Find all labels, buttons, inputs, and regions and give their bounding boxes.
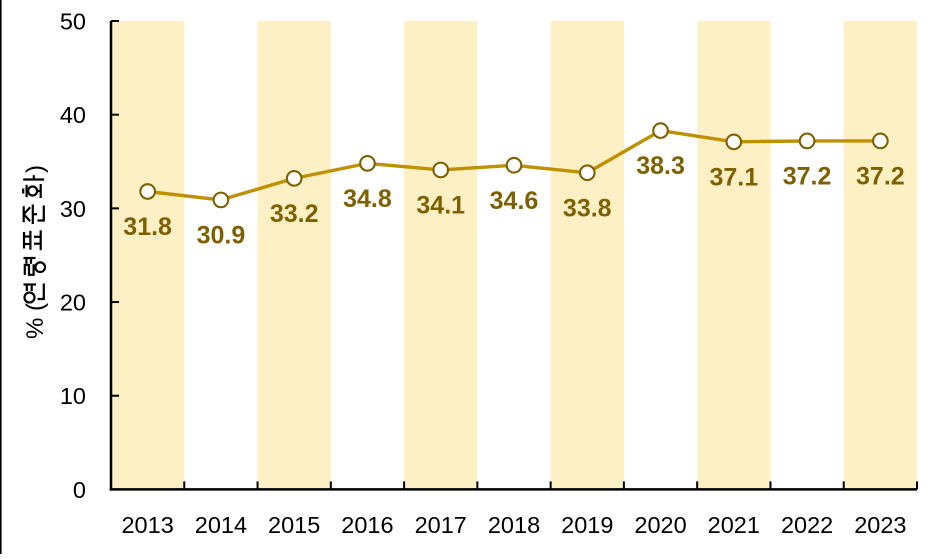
svg-text:37.1: 37.1 <box>709 163 758 191</box>
svg-text:38.3: 38.3 <box>636 152 685 180</box>
svg-text:): ) <box>22 165 49 173</box>
svg-text:34.8: 34.8 <box>343 185 392 213</box>
svg-text:34.6: 34.6 <box>490 187 539 215</box>
svg-text:10: 10 <box>60 383 86 409</box>
svg-text:31.8: 31.8 <box>123 213 172 241</box>
svg-text:30.9: 30.9 <box>197 222 246 250</box>
svg-text:2019: 2019 <box>561 512 613 538</box>
svg-text:40: 40 <box>60 102 86 128</box>
svg-text:2021: 2021 <box>708 512 760 538</box>
svg-text:2017: 2017 <box>415 512 467 538</box>
svg-text:2023: 2023 <box>854 512 906 538</box>
svg-text:2022: 2022 <box>781 512 833 538</box>
svg-text:34.1: 34.1 <box>416 192 465 220</box>
svg-text:2018: 2018 <box>488 512 540 538</box>
svg-text:2016: 2016 <box>341 512 393 538</box>
svg-text:2014: 2014 <box>195 512 247 538</box>
svg-text:30: 30 <box>60 196 86 222</box>
svg-text:37.2: 37.2 <box>783 163 832 191</box>
svg-text:0: 0 <box>73 477 86 503</box>
svg-text:2020: 2020 <box>634 512 686 538</box>
svg-text:% (: % ( <box>22 303 49 339</box>
svg-text:50: 50 <box>60 8 86 34</box>
svg-text:20: 20 <box>60 289 86 315</box>
svg-text:37.2: 37.2 <box>856 163 905 191</box>
svg-text:33.2: 33.2 <box>270 200 319 228</box>
svg-text:2015: 2015 <box>268 512 320 538</box>
svg-text:2013: 2013 <box>121 512 173 538</box>
svg-text:33.8: 33.8 <box>563 194 612 222</box>
